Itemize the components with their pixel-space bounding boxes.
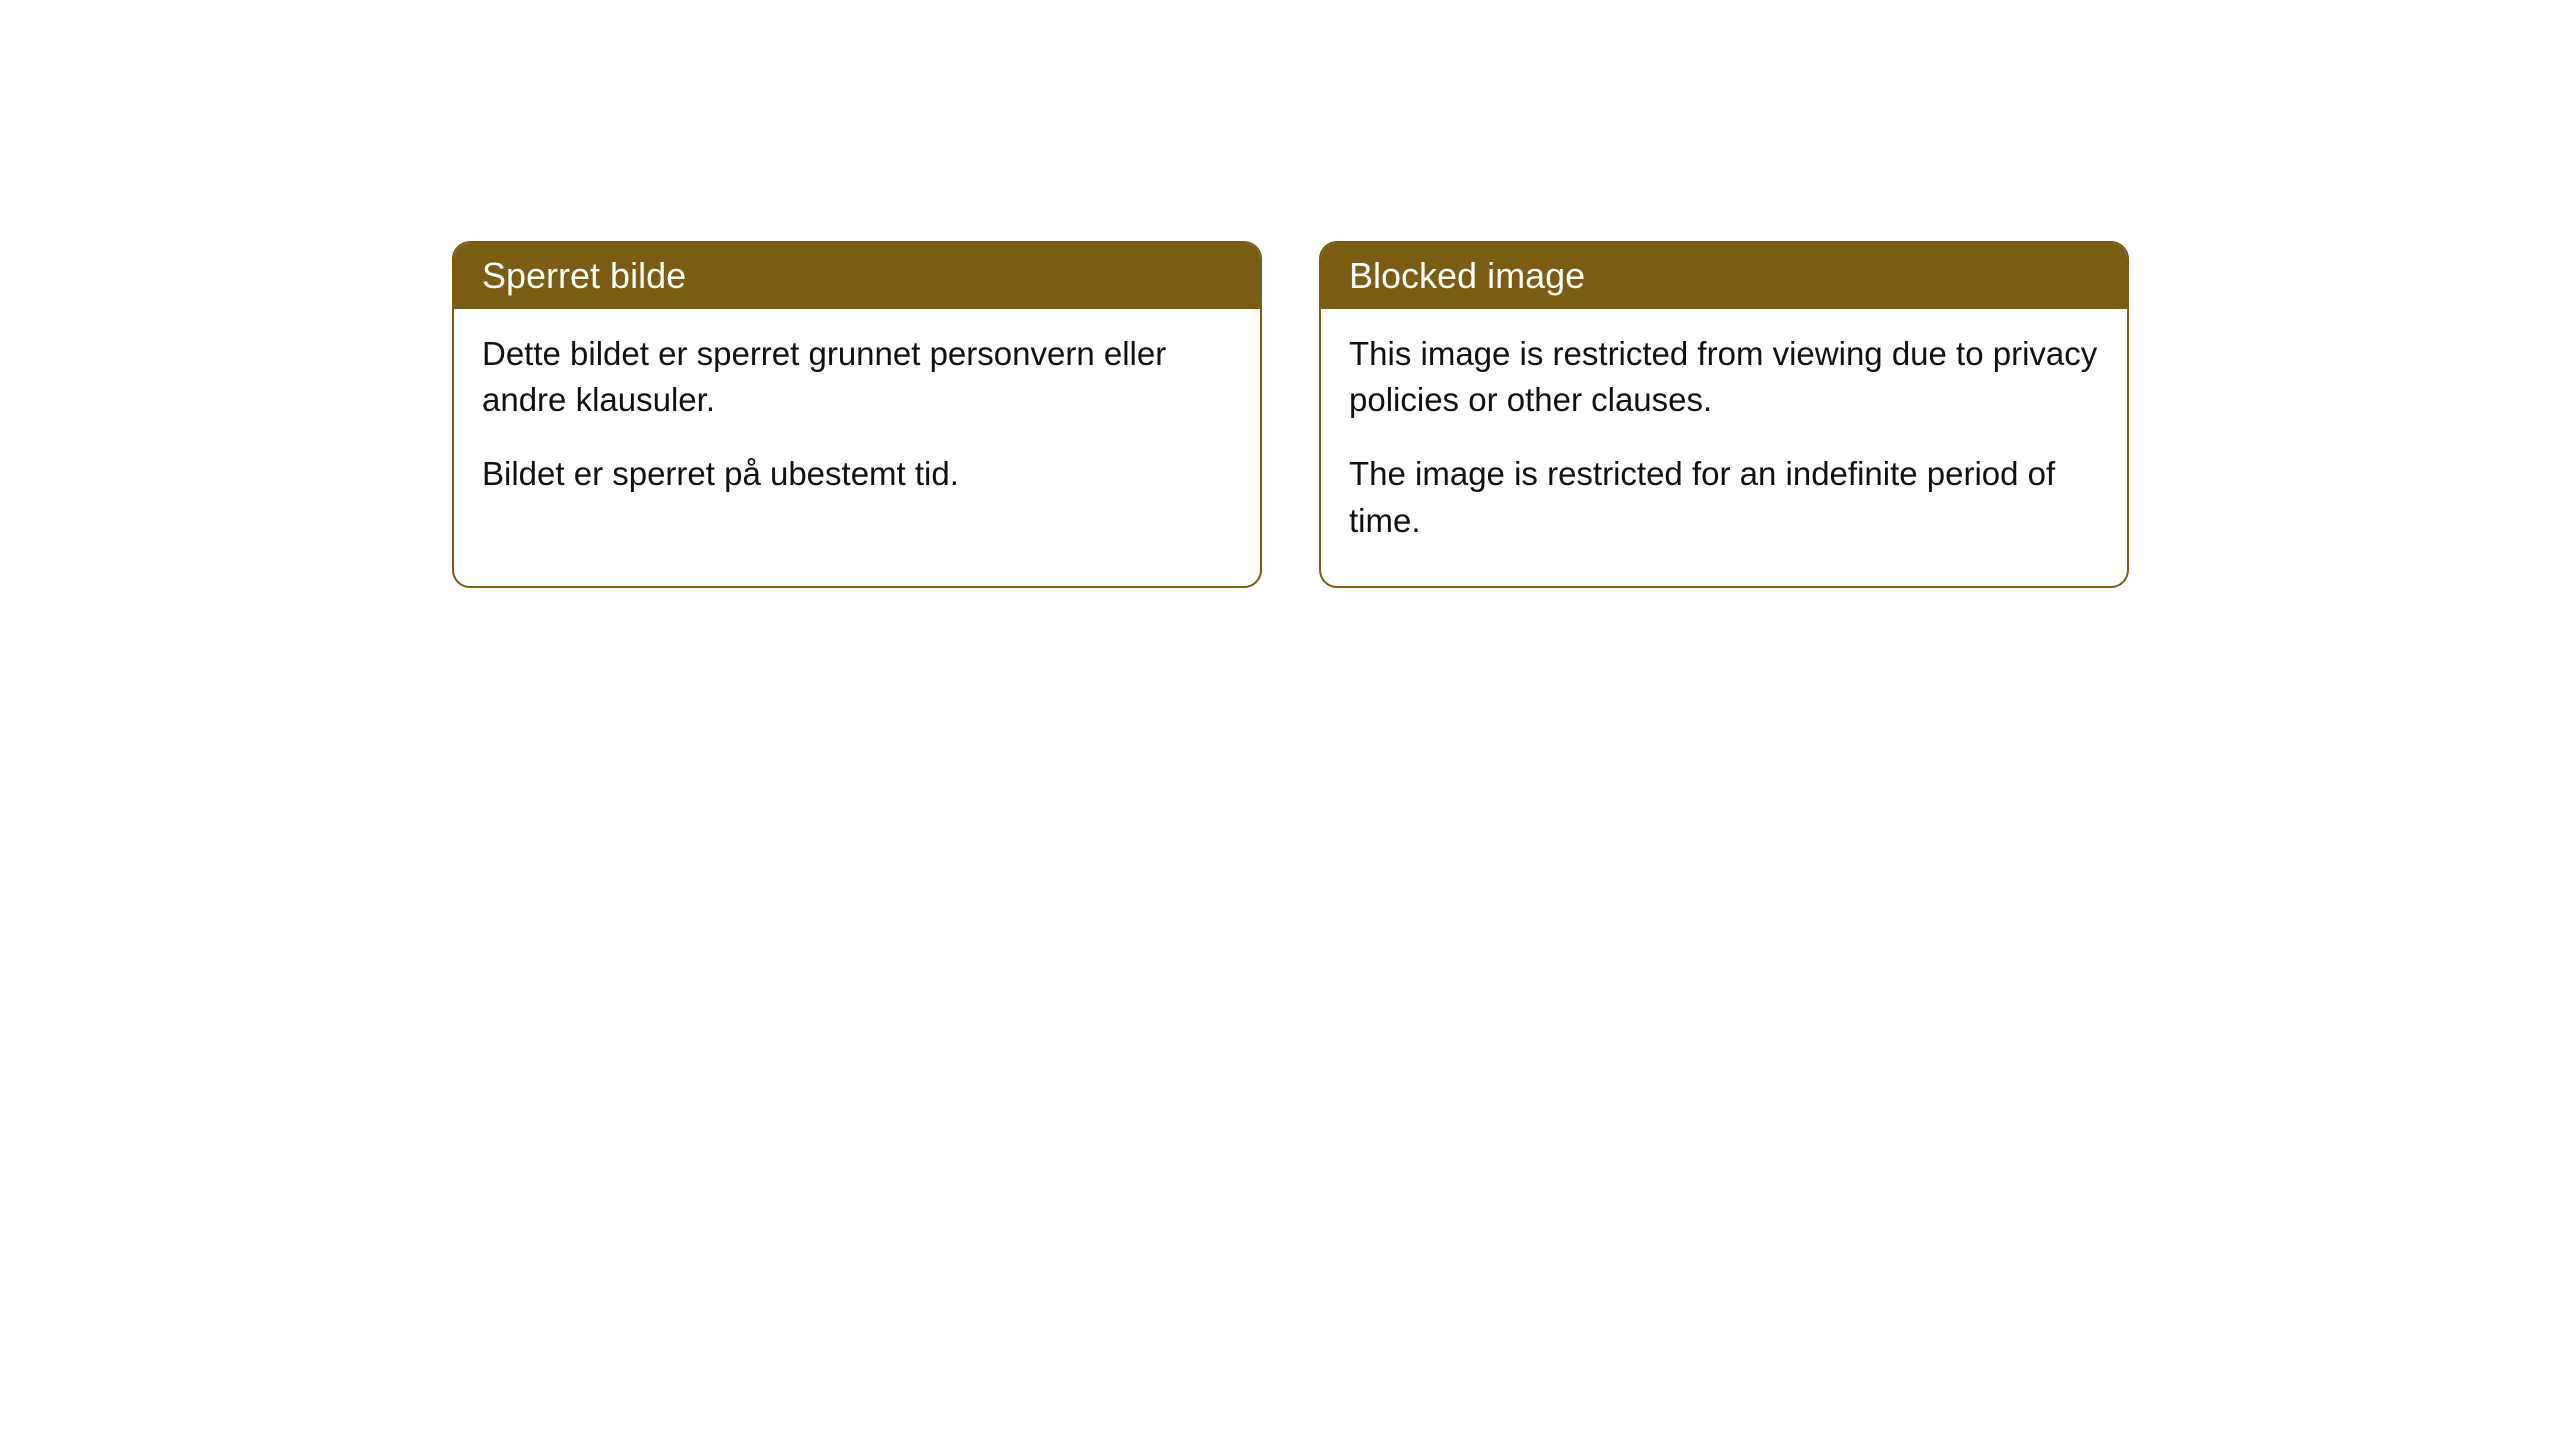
card-header: Blocked image (1321, 243, 2127, 309)
card-paragraph: The image is restricted for an indefinit… (1349, 451, 2099, 543)
card-body: Dette bildet er sperret grunnet personve… (454, 309, 1260, 540)
card-paragraph: Dette bildet er sperret grunnet personve… (482, 331, 1232, 423)
notice-cards-container: Sperret bilde Dette bildet er sperret gr… (452, 241, 2129, 588)
notice-card-english: Blocked image This image is restricted f… (1319, 241, 2129, 588)
card-header: Sperret bilde (454, 243, 1260, 309)
notice-card-norwegian: Sperret bilde Dette bildet er sperret gr… (452, 241, 1262, 588)
card-paragraph: This image is restricted from viewing du… (1349, 331, 2099, 423)
card-body: This image is restricted from viewing du… (1321, 309, 2127, 586)
card-paragraph: Bildet er sperret på ubestemt tid. (482, 451, 1232, 497)
